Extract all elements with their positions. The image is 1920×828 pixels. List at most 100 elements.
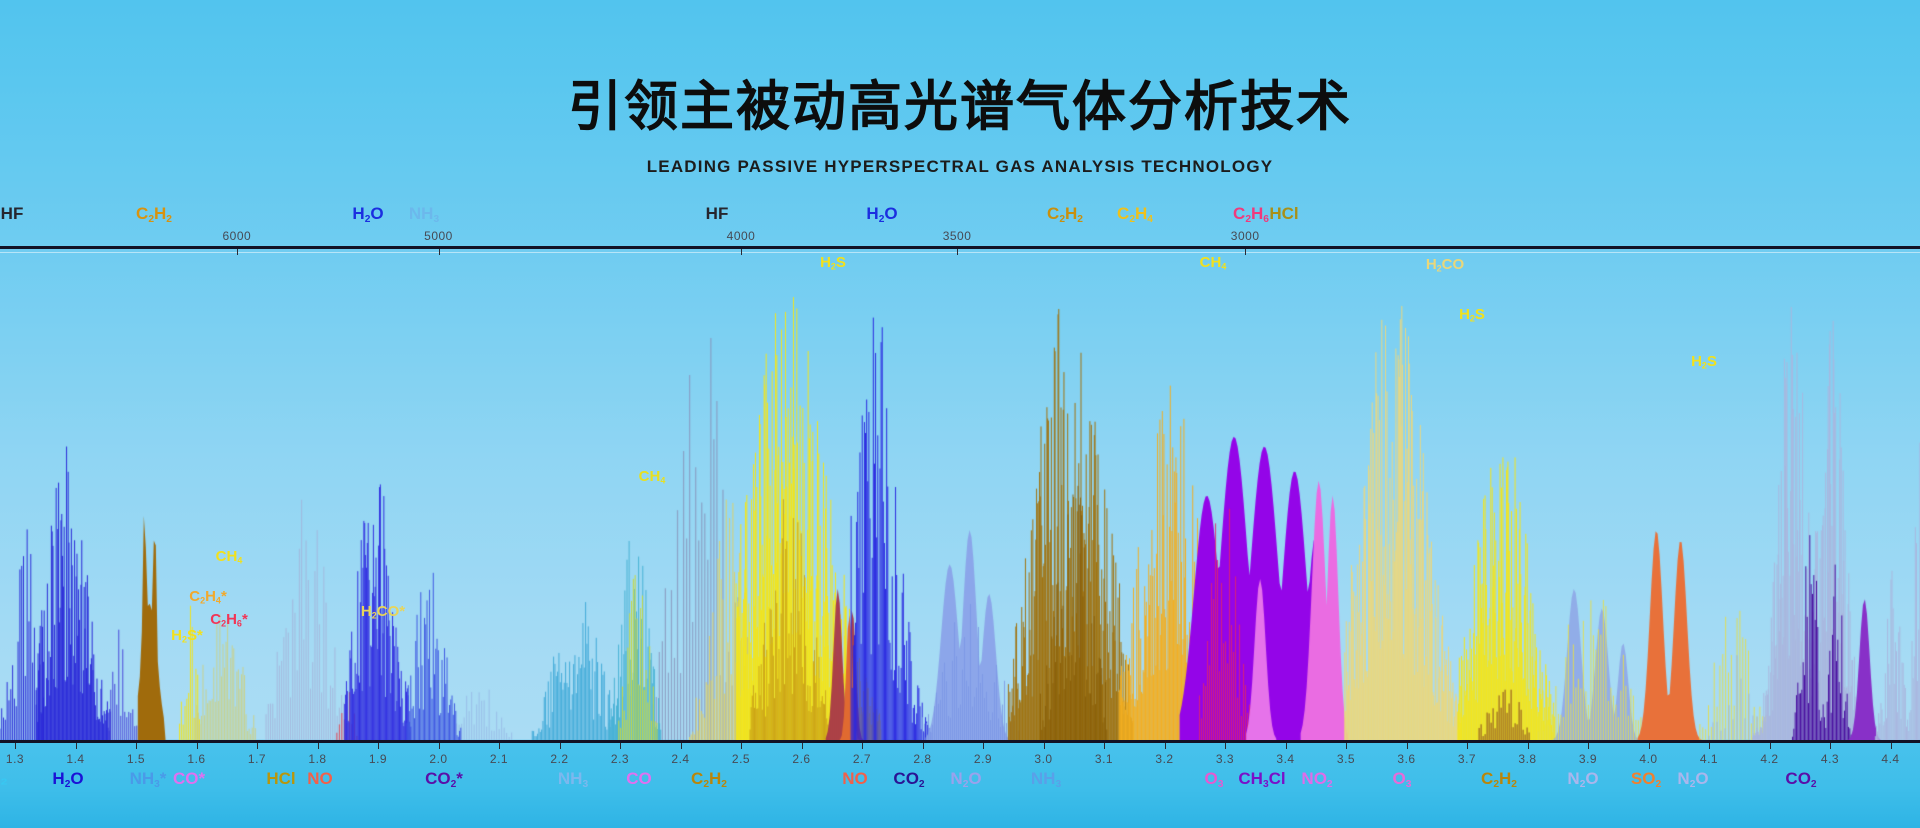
top-gas-label: C2H2: [136, 204, 172, 226]
bottom-axis-tick: [378, 743, 379, 749]
bottom-axis-tick: [862, 743, 863, 749]
wavelength-tick-label: 4.4: [1881, 752, 1900, 766]
bottom-axis-tick: [620, 743, 621, 749]
bottom-axis-tick: [1285, 743, 1287, 749]
wavelength-tick-label: 2.9: [973, 752, 993, 766]
bottom-axis-tick: [559, 743, 561, 749]
wavelength-tick-label: 2.8: [913, 752, 932, 766]
bottom-axis-tick: [75, 743, 77, 749]
bottom-gas-label: SO2: [1630, 769, 1662, 791]
wavelength-tick-label: 3.1: [1094, 752, 1114, 766]
wavelength-tick-label: 1.9: [368, 752, 388, 766]
wavelength-tick-label: 1.7: [247, 752, 267, 766]
bottom-axis-line: [0, 740, 1920, 743]
wavelength-tick-label: 1.3: [5, 752, 25, 766]
bottom-gas-label: C2H2: [691, 769, 727, 791]
spectrum-canvas: [0, 250, 1920, 741]
plot-gas-label: H2CO: [1425, 256, 1465, 274]
bottom-gas-label: N2O: [1567, 769, 1599, 791]
bottom-axis-tick: [317, 743, 319, 749]
wavenumber-tick-label: 3500: [942, 229, 972, 243]
bottom-axis-tick: [1709, 743, 1710, 749]
wavelength-tick-label: 3.7: [1457, 752, 1477, 766]
bottom-gas-label: CO2: [1785, 769, 1817, 791]
bottom-gas-label: CO: [626, 769, 652, 788]
top-gas-label: H2O: [866, 204, 898, 226]
wavelength-tick-label: 2.0: [429, 752, 448, 766]
bottom-axis-tick: [15, 743, 16, 749]
wavelength-tick-label: 2.5: [731, 752, 751, 766]
wavelength-tick-label: 3.4: [1276, 752, 1295, 766]
wavelength-tick-label: 1.6: [187, 752, 206, 766]
plot-gas-label: C2H4*: [189, 588, 227, 606]
bottom-gas-label: HCl: [266, 769, 296, 788]
bottom-axis-tick: [1527, 743, 1529, 749]
wavelength-tick-label: 3.0: [1034, 752, 1053, 766]
plot-gas-label: H2CO*: [360, 603, 406, 621]
bottom-axis-tick: [1406, 743, 1408, 749]
top-gas-label: HF: [0, 204, 24, 223]
bottom-gas-label: O3: [1392, 769, 1412, 791]
wavelength-tick-label: 2.7: [852, 752, 872, 766]
bottom-axis-tick: [922, 743, 924, 749]
bottom-gas-label: NO: [842, 769, 868, 788]
bottom-axis-tick: [680, 743, 682, 749]
top-gas-label: HF: [705, 204, 729, 223]
bottom-axis-tick: [438, 743, 440, 749]
top-axis-line: [0, 246, 1920, 249]
wavelength-tick-label: 2.3: [610, 752, 630, 766]
bottom-axis-tick: [257, 743, 258, 749]
bottom-gas-label: CO*: [172, 769, 206, 788]
bottom-gas-label: O3: [1204, 769, 1224, 791]
wavelength-tick-label: 3.2: [1155, 752, 1174, 766]
wavelength-tick-label: 3.3: [1215, 752, 1235, 766]
top-gas-label: C2H4: [1117, 204, 1153, 226]
bottom-gas-label: CH3Cl: [1238, 769, 1286, 791]
top-gas-label: NH3: [408, 204, 440, 226]
wavelength-tick-label: 3.9: [1578, 752, 1598, 766]
bottom-gas-label: NO: [307, 769, 333, 788]
wavelength-tick-label: 3.6: [1397, 752, 1416, 766]
bottom-gas-label: NH3: [557, 769, 589, 791]
bottom-axis-tick: [1164, 743, 1166, 749]
bottom-axis-tick: [1890, 743, 1892, 749]
bottom-gas-label: N2O: [1677, 769, 1709, 791]
bottom-axis-tick: [1467, 743, 1468, 749]
bottom-gas-label: NH3*: [129, 769, 167, 791]
bottom-gas-label: NH3: [1030, 769, 1062, 791]
wavelength-tick-label: 2.2: [550, 752, 569, 766]
wavenumber-tick-label: 6000: [222, 229, 252, 243]
top-gas-label: C2H2: [1047, 204, 1083, 226]
plot-gas-label: CH4: [1199, 254, 1227, 272]
wavenumber-tick-label: 4000: [726, 229, 756, 243]
wavelength-tick-label: 3.8: [1518, 752, 1537, 766]
bottom-gas-label: CO2*: [425, 769, 463, 791]
wavelength-tick-label: 2.1: [489, 752, 509, 766]
wavelength-tick-label: 1.8: [308, 752, 327, 766]
bottom-gas-label: ₂: [0, 769, 8, 788]
bottom-axis-tick: [136, 743, 137, 749]
wavelength-tick-label: 1.5: [126, 752, 146, 766]
top-gas-label: HCl: [1269, 204, 1299, 223]
plot-gas-label: H2S: [1459, 306, 1485, 324]
wavelength-tick-label: 4.2: [1760, 752, 1779, 766]
wavelength-tick-label: 4.0: [1639, 752, 1658, 766]
top-gas-label: H2O: [352, 204, 384, 226]
bottom-gas-label: C2H2: [1481, 769, 1517, 791]
wavelength-tick-label: 3.5: [1336, 752, 1356, 766]
bottom-axis-tick: [983, 743, 984, 749]
page-title: 引领主被动高光谱气体分析技术: [568, 75, 1352, 138]
bottom-gas-label: N2O: [950, 769, 982, 791]
plot-gas-label: CH4: [215, 548, 243, 566]
plot-gas-label: H2S*: [171, 627, 203, 645]
bottom-axis-tick: [1769, 743, 1771, 749]
wavenumber-tick-label: 5000: [424, 229, 453, 243]
wavelength-tick-label: 2.4: [671, 752, 690, 766]
bottom-axis-tick: [1588, 743, 1589, 749]
wavelength-tick-label: 4.3: [1820, 752, 1840, 766]
top-gas-label: C2H6: [1233, 204, 1269, 226]
bottom-axis-tick: [499, 743, 500, 749]
bottom-axis-tick: [1648, 743, 1650, 749]
page-subtitle: LEADING PASSIVE HYPERSPECTRAL GAS ANALYS…: [646, 157, 1274, 176]
